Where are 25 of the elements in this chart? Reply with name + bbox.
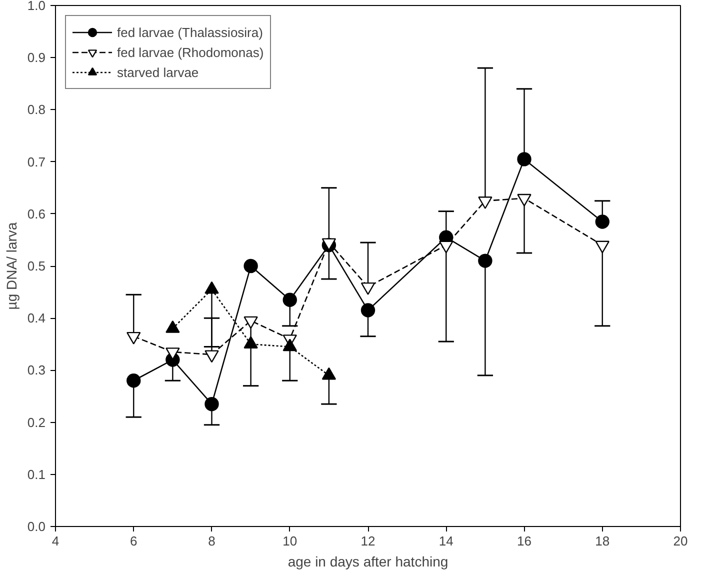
y-tick-label: 1.0	[27, 0, 46, 13]
x-tick-label: 16	[517, 534, 532, 548]
x-tick-label: 20	[673, 534, 688, 548]
x-tick-label: 14	[438, 534, 454, 548]
legend-label: fed larvae (Thalassiosira)	[117, 24, 263, 40]
y-tick-label: 0.3	[27, 362, 46, 378]
x-tick-label: 8	[208, 534, 216, 548]
y-tick-label: 0.5	[27, 258, 46, 274]
y-tick-label: 0.6	[27, 206, 46, 222]
y-tick-label: 0.0	[27, 519, 46, 534]
y-tick-label: 0.7	[27, 154, 46, 170]
legend-label: fed larvae (Rhodomonas)	[117, 44, 264, 60]
y-tick-label: 0.4	[27, 310, 46, 326]
x-tick-label: 18	[595, 534, 610, 548]
x-tick-label: 12	[360, 534, 376, 548]
x-tick-label: 10	[282, 534, 298, 548]
y-tick-label: 0.9	[27, 50, 46, 66]
y-axis-title: µg DNA/ larva	[3, 222, 20, 310]
x-tick-label: 6	[130, 534, 138, 548]
y-tick-label: 0.1	[27, 466, 46, 482]
x-tick-label: 4	[52, 534, 60, 548]
y-tick-label: 0.2	[27, 414, 46, 430]
legend-label: starved larvae	[117, 64, 199, 80]
y-tick-label: 0.8	[27, 102, 46, 118]
x-axis-title: age in days after hatching	[288, 554, 448, 570]
